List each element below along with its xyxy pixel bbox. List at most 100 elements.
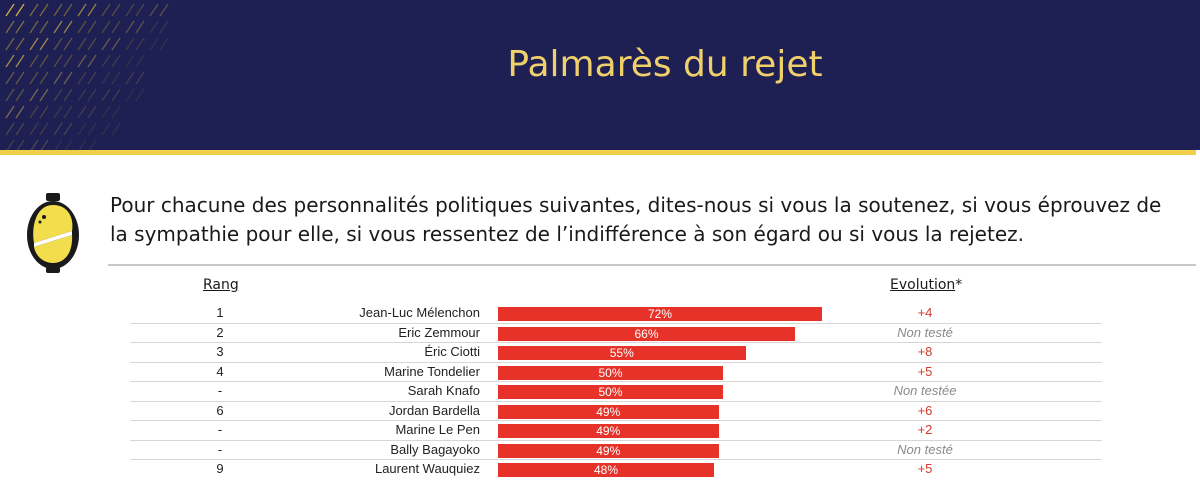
bar-value-label: 48% — [593, 463, 619, 477]
pattern-stroke — [5, 54, 25, 68]
rank-cell: 6 — [216, 402, 224, 418]
evolution-cell: Non testé — [897, 441, 953, 457]
pattern-stroke — [5, 37, 25, 51]
pattern-stroke — [149, 37, 169, 51]
pattern-stroke — [125, 88, 145, 102]
pattern-stroke — [101, 54, 121, 68]
pattern-stroke — [77, 3, 97, 17]
pattern-stroke — [101, 3, 121, 17]
bar-value-label: 50% — [598, 365, 623, 380]
table-row: 6 Jordan Bardella 49% +6 — [130, 402, 1102, 421]
pattern-stroke — [101, 88, 121, 102]
pattern-stroke — [78, 139, 97, 150]
pattern-stroke — [6, 139, 25, 150]
evolution-cell: +6 — [917, 402, 933, 418]
rejection-bar: 72% — [498, 307, 822, 321]
rejection-bar: 50% — [498, 385, 723, 399]
pattern-stroke — [53, 122, 73, 136]
pattern-stroke — [5, 105, 25, 119]
page-title: Palmarès du rejet — [507, 44, 823, 85]
pattern-stroke — [53, 71, 73, 85]
pattern-stroke — [29, 54, 49, 68]
evolution-footnote-marker: * — [955, 277, 963, 293]
evolution-cell: +2 — [917, 422, 933, 437]
evolution-column-header: Evolution* — [890, 277, 962, 293]
rejection-bar: 49% — [498, 404, 719, 419]
bar-value-label: 49% — [596, 443, 621, 458]
table-row: - Marine Le Pen 49% +2 — [130, 421, 1102, 441]
pattern-stroke — [5, 88, 25, 102]
table-row: 2 Eric Zemmour 66% Non testé — [130, 324, 1102, 343]
pattern-stroke — [29, 122, 49, 136]
rejection-bar: 49% — [498, 424, 719, 438]
pattern-stroke — [53, 54, 73, 68]
pattern-stroke — [101, 122, 121, 136]
politician-name: Sarah Knafo — [407, 383, 480, 398]
pattern-stroke — [53, 37, 73, 51]
pattern-stroke — [29, 20, 49, 34]
table-row: - Sarah Knafo 50% Non testée — [130, 382, 1102, 402]
pattern-stroke — [29, 105, 49, 119]
pattern-stroke — [53, 88, 73, 102]
rejection-bar: 48% — [498, 463, 714, 477]
evolution-cell: +8 — [917, 344, 933, 359]
rank-cell: - — [217, 441, 223, 457]
pattern-stroke — [77, 105, 97, 119]
bar-value-label: 49% — [596, 404, 621, 419]
pattern-stroke — [29, 3, 49, 17]
politician-name: Marine Tondelier — [384, 363, 480, 379]
pattern-stroke — [77, 54, 97, 68]
rank-cell: 1 — [216, 305, 224, 320]
pattern-stroke — [29, 37, 49, 51]
evolution-cell: Non testé — [897, 324, 953, 340]
rank-column-header: Rang — [203, 277, 239, 293]
pattern-stroke — [125, 37, 145, 51]
table-row: - Bally Bagayoko 49% Non testé — [130, 441, 1102, 460]
pattern-stroke — [54, 139, 73, 150]
pattern-stroke — [53, 3, 73, 17]
pattern-stroke — [29, 88, 49, 102]
pattern-stroke — [5, 71, 25, 85]
table-row: 4 Marine Tondelier 50% +5 — [130, 363, 1102, 382]
pattern-stroke — [101, 20, 121, 34]
table-row: 1 Jean-Luc Mélenchon 72% +4 — [130, 304, 1102, 324]
pattern-stroke — [101, 71, 121, 85]
politician-name: Marine Le Pen — [395, 422, 480, 437]
header-banner: Palmarès du rejet — [0, 0, 1200, 150]
pattern-stroke — [77, 20, 97, 34]
rank-cell: 4 — [216, 363, 224, 379]
evolution-header-label: Evolution — [890, 277, 956, 293]
evolution-cell: +4 — [917, 305, 933, 320]
rejection-bar: 66% — [498, 326, 795, 341]
pattern-stroke — [29, 71, 49, 85]
decorative-chevron-pattern — [5, 3, 169, 150]
politician-name: Laurent Wauquiez — [374, 461, 480, 476]
gold-divider — [0, 150, 1196, 155]
rank-cell: 9 — [216, 461, 224, 476]
politician-name: Eric Zemmour — [398, 324, 480, 340]
pattern-stroke — [101, 37, 121, 51]
rank-cell: - — [217, 383, 223, 398]
bar-value-label: 55% — [609, 346, 634, 360]
pattern-stroke — [125, 20, 145, 34]
politician-name: Jordan Bardella — [388, 402, 480, 418]
pattern-stroke — [149, 3, 169, 17]
rank-cell: 3 — [216, 344, 224, 359]
rejection-bar: 55% — [498, 346, 746, 360]
table-row: 3 Éric Ciotti 55% +8 — [130, 343, 1102, 363]
bar-value-label: 50% — [598, 385, 623, 399]
pattern-stroke — [53, 105, 73, 119]
pattern-stroke — [77, 37, 97, 51]
pattern-stroke — [149, 20, 169, 34]
brand-logo-icon — [27, 193, 79, 273]
table-row: 9 Laurent Wauquiez 48% +5 — [130, 460, 1102, 480]
pattern-stroke — [5, 20, 25, 34]
pattern-stroke — [125, 3, 145, 17]
survey-question: Pour chacune des personnalités politique… — [110, 193, 1162, 246]
evolution-cell: Non testée — [893, 383, 957, 398]
pattern-stroke — [125, 71, 145, 85]
pattern-stroke — [77, 122, 97, 136]
bar-value-label: 49% — [596, 424, 621, 438]
bar-value-label: 72% — [647, 307, 673, 321]
pattern-stroke — [5, 3, 25, 17]
